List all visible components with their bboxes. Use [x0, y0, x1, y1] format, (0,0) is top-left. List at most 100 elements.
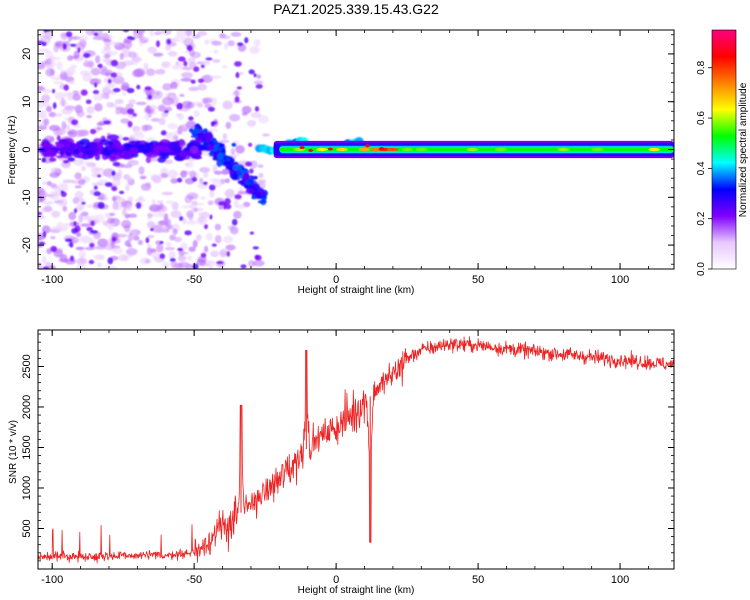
heatmap-blob [185, 30, 193, 37]
snr-frame [37, 329, 675, 570]
heatmap-blob [216, 260, 224, 265]
heatmap-blob [40, 191, 48, 198]
heatmap-blob [235, 144, 245, 154]
tone-hot-spot [415, 147, 428, 152]
heatmap-blob [50, 245, 58, 253]
heatmap-blob [65, 31, 73, 38]
heatmap-blob [43, 30, 52, 33]
heatmap-blob [213, 145, 218, 152]
heatmap-blob [68, 211, 77, 221]
heatmap-blob [237, 171, 243, 176]
heatmap-blob [92, 89, 100, 95]
heatmap-blob [233, 210, 242, 219]
heatmap-blob [147, 46, 157, 54]
heatmap-blob [168, 250, 176, 260]
heatmap-blob [45, 105, 52, 113]
heatmap-blob [179, 149, 188, 158]
heatmap-blob [249, 46, 260, 54]
heatmap-blob [169, 257, 176, 262]
tone-hot-spot [401, 147, 414, 152]
heatmap-blob [204, 39, 210, 45]
colorbar-tick-label: 0.2 [696, 211, 707, 225]
heatmap-blob [128, 51, 137, 59]
heatmap-blob [126, 87, 135, 94]
heatmap-blob [203, 171, 209, 179]
heatmap-blob [186, 220, 198, 225]
heatmap-blob [230, 226, 239, 235]
heatmap-blob [111, 236, 117, 242]
heatmap-blob [38, 41, 43, 45]
heatmap-blob [202, 181, 208, 186]
heatmap-blob [184, 263, 193, 269]
colorbar: 0.0 0.2 0.4 0.6 0.8 Normalized spectral ampl… [696, 29, 749, 276]
heatmap-blob [203, 245, 209, 253]
heatmap-blob [183, 60, 188, 67]
heatmap-blob [188, 86, 200, 92]
heatmap-blob [49, 235, 56, 240]
snr-x-tick-label: -50 [186, 574, 202, 586]
tone-hot-spot [358, 147, 371, 152]
heatmap-blob [202, 97, 213, 104]
heatmap-blob [222, 133, 228, 140]
heatmap-blob [103, 46, 112, 51]
heatmap-blob [61, 223, 71, 229]
heatmap-blob [156, 243, 164, 253]
heatmap-blob [53, 200, 64, 204]
heatmap-blob [177, 56, 186, 62]
heatmap-blob [76, 232, 82, 238]
heatmap-blob [164, 247, 175, 251]
heatmap-blob [160, 173, 169, 178]
heatmap-blob [80, 89, 88, 96]
heatmap-blob [82, 215, 91, 221]
snr-y-tick-label: 1500 [21, 435, 33, 459]
heatmap-blob [252, 260, 265, 267]
heatmap-blob [78, 213, 83, 223]
heatmap-blob [200, 64, 205, 69]
heatmap-blob [207, 106, 215, 112]
heatmap-blob [212, 164, 218, 173]
heatmap-blob [203, 224, 209, 230]
spectrogram-y-tick-label: 10 [21, 96, 33, 108]
heatmap-blob [59, 253, 68, 263]
heatmap-blob [93, 167, 105, 172]
heatmap-blob [74, 172, 82, 180]
heatmap-blob [116, 233, 128, 238]
heatmap-blob [228, 113, 241, 122]
heatmap-blob [147, 94, 153, 100]
heatmap-blob [95, 55, 101, 64]
heatmap-blob [150, 118, 160, 122]
heatmap-blob [206, 232, 213, 241]
heatmap-blob [160, 130, 167, 136]
heatmap-blob [198, 215, 205, 223]
heatmap-blob [188, 212, 194, 221]
heatmap-blob [236, 86, 242, 90]
snr-y-tick-label: 500 [21, 519, 33, 537]
heatmap-blob [253, 175, 258, 180]
heatmap-blob [73, 148, 80, 155]
heatmap-blob [103, 120, 111, 125]
heatmap-blob [38, 48, 50, 53]
heatmap-blob [123, 144, 137, 148]
heatmap-blob [89, 128, 97, 135]
heatmap-blob [128, 213, 138, 218]
heatmap-blob [45, 149, 57, 158]
tone-hot-spot [466, 147, 479, 152]
heatmap-blob [145, 156, 152, 164]
heatmap-blob [79, 147, 88, 153]
heatmap-blob [189, 195, 194, 200]
heatmap-blob [166, 38, 172, 45]
tone-hot-spot [315, 147, 328, 152]
heatmap-blob [149, 30, 155, 37]
heatmap-blob [43, 32, 54, 40]
heatmap-blob [103, 146, 109, 156]
heatmap-blob [230, 32, 242, 37]
heatmap-blob [101, 92, 110, 99]
heatmap-blob [174, 146, 182, 154]
heatmap-blob [212, 59, 221, 63]
heatmap-blob [214, 223, 222, 231]
heatmap-blob [49, 182, 57, 188]
heatmap-blob [210, 250, 219, 258]
heatmap-blob [188, 128, 194, 133]
heatmap-blob [234, 194, 242, 200]
heatmap-blob [107, 50, 119, 56]
